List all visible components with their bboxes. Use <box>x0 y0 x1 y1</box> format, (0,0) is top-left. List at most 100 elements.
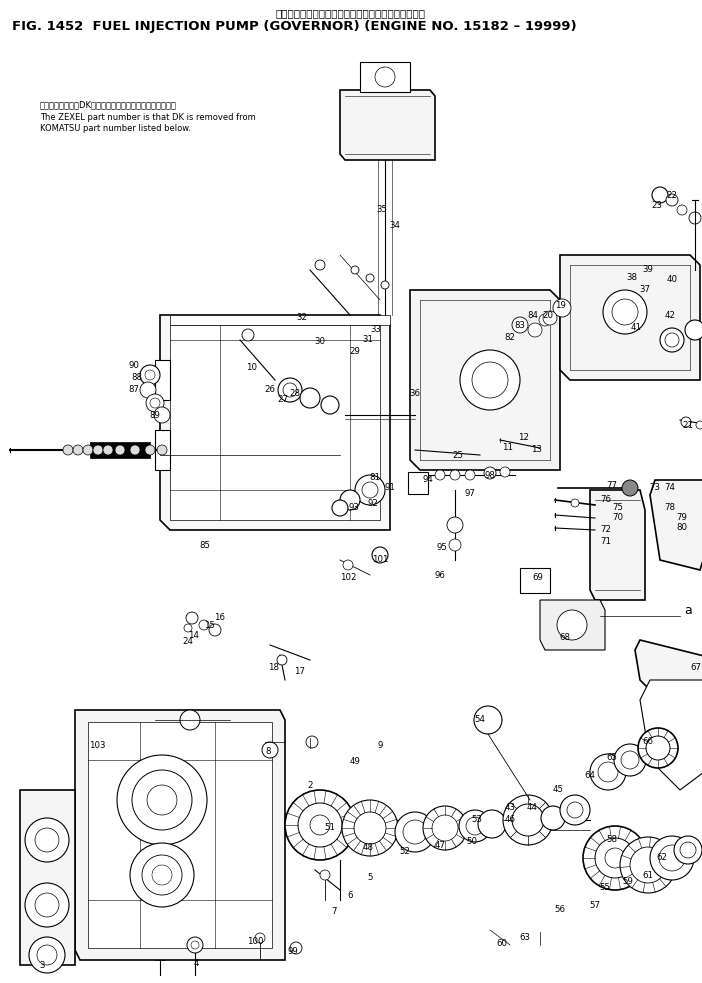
Circle shape <box>478 810 506 838</box>
Circle shape <box>37 945 57 965</box>
Circle shape <box>666 194 678 206</box>
Text: 22: 22 <box>666 191 677 200</box>
Circle shape <box>484 467 496 479</box>
Text: 91: 91 <box>385 483 395 492</box>
Circle shape <box>278 378 302 402</box>
Polygon shape <box>160 315 390 530</box>
Circle shape <box>435 470 445 480</box>
Circle shape <box>300 388 320 408</box>
Text: 3: 3 <box>39 960 45 969</box>
Circle shape <box>612 299 638 325</box>
Text: 57: 57 <box>590 900 600 909</box>
Text: 18: 18 <box>268 664 279 672</box>
Text: 17: 17 <box>295 667 305 676</box>
Text: 16: 16 <box>215 613 225 622</box>
Text: 84: 84 <box>527 311 538 319</box>
Text: 品番のメーカ記号DKを除いたものがゼクセルの品番です。: 品番のメーカ記号DKを除いたものがゼクセルの品番です。 <box>40 100 177 109</box>
Circle shape <box>117 755 207 845</box>
Circle shape <box>447 517 463 533</box>
Circle shape <box>103 445 113 455</box>
Text: 89: 89 <box>150 412 161 421</box>
Circle shape <box>660 328 684 352</box>
Circle shape <box>145 445 155 455</box>
Text: 9: 9 <box>377 740 383 749</box>
Circle shape <box>362 482 378 498</box>
Text: 2: 2 <box>307 781 313 790</box>
Polygon shape <box>650 480 702 570</box>
Text: 30: 30 <box>314 337 326 346</box>
Circle shape <box>130 445 140 455</box>
Circle shape <box>681 417 691 427</box>
Text: 72: 72 <box>600 526 611 535</box>
Circle shape <box>332 500 348 516</box>
Circle shape <box>622 480 638 496</box>
Circle shape <box>93 445 103 455</box>
Text: 77: 77 <box>607 481 618 490</box>
Circle shape <box>351 266 359 274</box>
Text: 5: 5 <box>367 874 373 883</box>
Circle shape <box>285 790 355 860</box>
Text: 79: 79 <box>677 513 687 523</box>
Text: フェエルインジェクションポンプ　ガバナ　適用号機: フェエルインジェクションポンプ ガバナ 適用号機 <box>276 8 426 18</box>
Circle shape <box>157 445 167 455</box>
Text: 50: 50 <box>467 838 477 846</box>
Text: 45: 45 <box>552 785 564 794</box>
Circle shape <box>255 933 265 943</box>
Circle shape <box>689 212 701 224</box>
Circle shape <box>474 706 502 734</box>
Circle shape <box>696 421 702 429</box>
Circle shape <box>277 655 287 665</box>
Text: 53: 53 <box>472 816 482 825</box>
Text: 98: 98 <box>484 471 496 480</box>
Circle shape <box>366 274 374 282</box>
Circle shape <box>472 362 508 398</box>
Bar <box>408 472 428 494</box>
Text: 26: 26 <box>265 385 275 394</box>
Text: 49: 49 <box>350 758 360 767</box>
Text: 8: 8 <box>265 747 271 757</box>
Circle shape <box>35 893 59 917</box>
Circle shape <box>283 383 297 397</box>
Circle shape <box>674 836 702 864</box>
Bar <box>520 568 550 593</box>
Circle shape <box>321 396 339 414</box>
Text: 56: 56 <box>555 905 566 914</box>
Text: 83: 83 <box>515 321 526 330</box>
Polygon shape <box>155 430 170 470</box>
Circle shape <box>459 810 491 842</box>
Polygon shape <box>540 600 605 650</box>
Circle shape <box>450 470 460 480</box>
Circle shape <box>432 815 458 841</box>
Circle shape <box>466 817 484 835</box>
Circle shape <box>340 490 360 510</box>
Polygon shape <box>635 640 702 700</box>
Circle shape <box>25 818 69 862</box>
Text: 42: 42 <box>665 311 675 319</box>
Circle shape <box>557 610 587 640</box>
Text: 88: 88 <box>131 374 143 382</box>
Circle shape <box>343 560 353 570</box>
Text: 85: 85 <box>199 541 211 549</box>
Circle shape <box>152 865 172 885</box>
Circle shape <box>142 855 182 895</box>
Text: 74: 74 <box>665 484 675 492</box>
Circle shape <box>140 365 160 385</box>
Text: a: a <box>684 604 692 616</box>
Text: 87: 87 <box>128 385 140 394</box>
Polygon shape <box>155 360 170 400</box>
Text: 63: 63 <box>519 934 531 943</box>
Polygon shape <box>88 722 272 948</box>
Bar <box>90 442 150 458</box>
Circle shape <box>242 329 254 341</box>
Text: 93: 93 <box>349 503 359 512</box>
Circle shape <box>621 751 639 769</box>
Circle shape <box>541 806 565 830</box>
Text: 64: 64 <box>585 771 595 780</box>
Circle shape <box>180 710 200 730</box>
Circle shape <box>315 260 325 270</box>
Circle shape <box>150 398 160 408</box>
Circle shape <box>83 445 93 455</box>
Circle shape <box>35 828 59 852</box>
Circle shape <box>528 323 542 337</box>
Text: 103: 103 <box>88 740 105 749</box>
